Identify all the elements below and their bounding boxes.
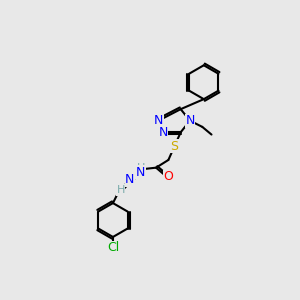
Text: H: H [136, 163, 145, 173]
Text: Cl: Cl [107, 241, 119, 254]
Text: S: S [170, 140, 178, 153]
Text: H: H [116, 185, 125, 195]
Text: N: N [154, 114, 163, 127]
Text: O: O [164, 170, 173, 183]
Text: N: N [136, 166, 145, 179]
Text: N: N [125, 173, 135, 187]
Text: N: N [158, 126, 168, 139]
Text: N: N [185, 114, 195, 127]
